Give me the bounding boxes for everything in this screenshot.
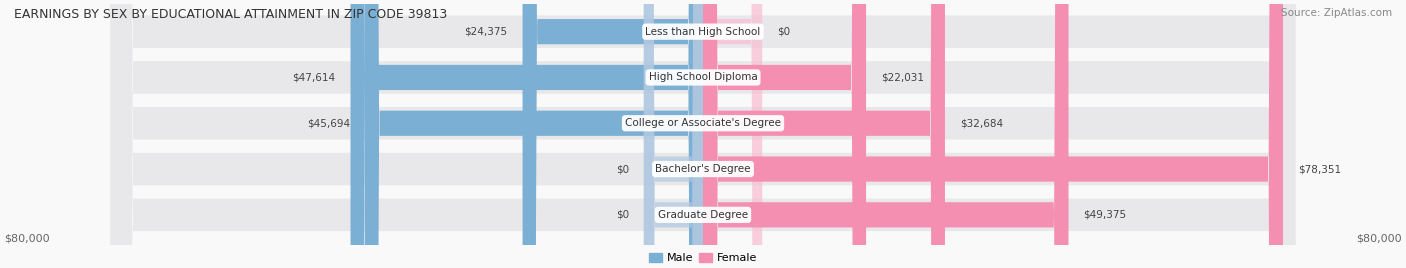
Text: High School Diploma: High School Diploma [648, 72, 758, 83]
Text: $32,684: $32,684 [960, 118, 1002, 128]
Text: $47,614: $47,614 [292, 72, 336, 83]
Text: $0: $0 [616, 164, 628, 174]
FancyBboxPatch shape [644, 0, 703, 268]
Text: $80,000: $80,000 [4, 233, 49, 243]
FancyBboxPatch shape [350, 0, 703, 268]
FancyBboxPatch shape [703, 0, 866, 268]
Text: Graduate Degree: Graduate Degree [658, 210, 748, 220]
Text: Less than High School: Less than High School [645, 27, 761, 37]
FancyBboxPatch shape [111, 0, 1295, 268]
FancyBboxPatch shape [644, 0, 703, 268]
FancyBboxPatch shape [111, 0, 1295, 268]
FancyBboxPatch shape [111, 0, 1295, 268]
Legend: Male, Female: Male, Female [644, 249, 762, 268]
Text: Source: ZipAtlas.com: Source: ZipAtlas.com [1281, 8, 1392, 18]
FancyBboxPatch shape [703, 0, 945, 268]
Text: EARNINGS BY SEX BY EDUCATIONAL ATTAINMENT IN ZIP CODE 39813: EARNINGS BY SEX BY EDUCATIONAL ATTAINMEN… [14, 8, 447, 21]
FancyBboxPatch shape [703, 0, 1284, 268]
FancyBboxPatch shape [111, 0, 1295, 268]
FancyBboxPatch shape [703, 0, 1069, 268]
Text: College or Associate's Degree: College or Associate's Degree [626, 118, 780, 128]
Text: $22,031: $22,031 [882, 72, 924, 83]
FancyBboxPatch shape [111, 0, 1295, 268]
FancyBboxPatch shape [523, 0, 703, 268]
Text: $45,694: $45,694 [307, 118, 350, 128]
Text: $49,375: $49,375 [1084, 210, 1126, 220]
FancyBboxPatch shape [364, 0, 703, 268]
Text: $0: $0 [778, 27, 790, 37]
FancyBboxPatch shape [703, 0, 762, 268]
Text: $78,351: $78,351 [1298, 164, 1341, 174]
Text: $80,000: $80,000 [1357, 233, 1402, 243]
Text: $24,375: $24,375 [464, 27, 508, 37]
Text: $0: $0 [616, 210, 628, 220]
Text: Bachelor's Degree: Bachelor's Degree [655, 164, 751, 174]
